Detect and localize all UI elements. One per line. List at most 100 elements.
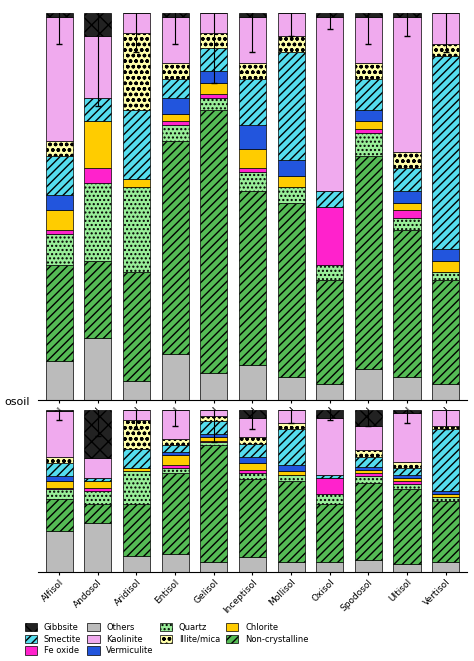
- Bar: [316, 494, 343, 504]
- Bar: [46, 156, 73, 195]
- Bar: [162, 141, 189, 354]
- Bar: [84, 410, 111, 459]
- Bar: [393, 489, 420, 564]
- Bar: [393, 410, 420, 413]
- Bar: [277, 471, 305, 475]
- Bar: [355, 133, 382, 156]
- Bar: [355, 473, 382, 476]
- Bar: [123, 180, 150, 187]
- Bar: [277, 465, 305, 471]
- Bar: [393, 478, 420, 481]
- Bar: [46, 499, 73, 531]
- Bar: [162, 13, 189, 17]
- Bar: [277, 481, 305, 562]
- Bar: [239, 168, 266, 172]
- Bar: [123, 187, 150, 272]
- Bar: [355, 410, 382, 426]
- Bar: [432, 260, 459, 272]
- Bar: [355, 483, 382, 561]
- Bar: [46, 410, 73, 411]
- Bar: [316, 191, 343, 206]
- Bar: [239, 470, 266, 473]
- Bar: [46, 531, 73, 572]
- Bar: [277, 423, 305, 429]
- Bar: [84, 338, 111, 400]
- Bar: [277, 160, 305, 176]
- Bar: [432, 562, 459, 572]
- Bar: [200, 32, 228, 48]
- Bar: [355, 470, 382, 473]
- Bar: [200, 83, 228, 95]
- Bar: [162, 465, 189, 468]
- Bar: [46, 481, 73, 488]
- Bar: [277, 475, 305, 481]
- Bar: [432, 44, 459, 56]
- Bar: [355, 122, 382, 130]
- Bar: [393, 481, 420, 485]
- Bar: [316, 504, 343, 562]
- Bar: [432, 56, 459, 249]
- Bar: [432, 429, 459, 490]
- Bar: [46, 411, 73, 457]
- Bar: [239, 13, 266, 17]
- Bar: [84, 13, 111, 36]
- Bar: [162, 452, 189, 455]
- Bar: [162, 455, 189, 465]
- Bar: [200, 562, 228, 572]
- Bar: [316, 13, 343, 17]
- Bar: [162, 354, 189, 400]
- Legend: Gibbsite, Smectite, Fe oxide, Others, Kaolinite, Vermiculite, Quartz, Illite/mic: Gibbsite, Smectite, Fe oxide, Others, Ka…: [23, 621, 310, 657]
- Bar: [123, 555, 150, 572]
- Bar: [200, 442, 228, 446]
- Bar: [239, 365, 266, 400]
- Bar: [393, 485, 420, 489]
- Bar: [162, 98, 189, 114]
- Bar: [355, 110, 382, 122]
- Bar: [46, 141, 73, 156]
- Bar: [355, 467, 382, 470]
- Bar: [84, 122, 111, 168]
- Bar: [316, 478, 343, 494]
- Bar: [239, 418, 266, 438]
- Bar: [162, 17, 189, 63]
- Bar: [277, 377, 305, 400]
- Bar: [393, 13, 420, 17]
- Bar: [355, 457, 382, 467]
- Bar: [162, 473, 189, 554]
- Bar: [316, 264, 343, 280]
- Bar: [355, 426, 382, 450]
- Bar: [46, 489, 73, 499]
- Bar: [84, 488, 111, 490]
- Bar: [277, 36, 305, 52]
- Bar: [316, 17, 343, 191]
- Bar: [432, 426, 459, 429]
- Bar: [239, 172, 266, 191]
- Bar: [393, 413, 420, 461]
- Bar: [239, 410, 266, 418]
- Bar: [239, 557, 266, 572]
- Bar: [162, 554, 189, 572]
- Bar: [393, 461, 420, 468]
- Bar: [393, 564, 420, 572]
- Bar: [393, 468, 420, 475]
- Bar: [277, 410, 305, 423]
- Bar: [277, 562, 305, 572]
- Bar: [277, 187, 305, 203]
- Bar: [46, 233, 73, 264]
- Bar: [239, 79, 266, 126]
- Bar: [46, 463, 73, 476]
- Bar: [84, 481, 111, 488]
- Bar: [239, 479, 266, 557]
- Bar: [123, 13, 150, 32]
- Bar: [393, 203, 420, 210]
- Bar: [162, 63, 189, 79]
- Bar: [200, 434, 228, 438]
- Bar: [239, 191, 266, 365]
- Bar: [432, 280, 459, 385]
- Bar: [162, 79, 189, 98]
- Bar: [355, 130, 382, 133]
- Bar: [162, 122, 189, 126]
- Bar: [84, 478, 111, 481]
- Bar: [123, 110, 150, 180]
- Bar: [200, 421, 228, 434]
